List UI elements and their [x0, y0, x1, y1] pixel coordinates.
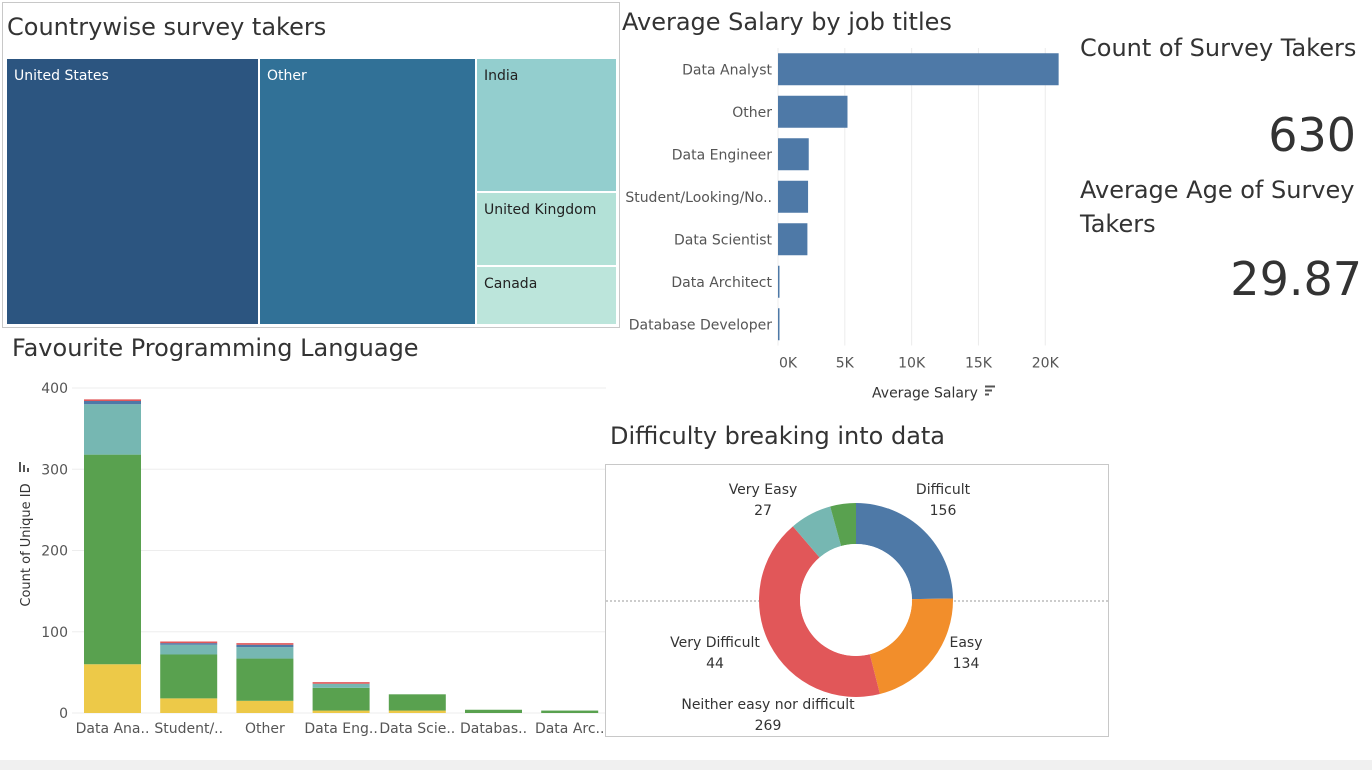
- salary-tick-label: 0K: [779, 356, 798, 372]
- salary-chart: Data Analyst Other Data Engineer Student/Lo…: [625, 48, 1060, 402]
- treemap-tile-india[interactable]: India: [476, 58, 617, 192]
- language-category-label: Data Scie..: [379, 721, 455, 737]
- language-category-label: Data Arc..: [535, 721, 605, 737]
- difficulty-slice-label: Very Difficult: [670, 635, 760, 651]
- difficulty-slice-value: 27: [754, 503, 772, 519]
- language-category-label: Databas..: [460, 721, 527, 737]
- salary-category-label: Other: [732, 105, 772, 121]
- language-bar-segment-other[interactable]: [236, 647, 294, 659]
- salary-bar-student-looking-no[interactable]: [778, 180, 809, 213]
- salary-tick-label: 15K: [965, 356, 993, 372]
- language-category-label: Data Ana..: [76, 721, 150, 737]
- language-y-tick-label: 100: [41, 625, 68, 641]
- count-value: 630: [1268, 108, 1356, 162]
- difficulty-slice-label: Easy: [949, 635, 982, 651]
- treemap-panel: Countrywise survey takers United States O…: [2, 2, 620, 328]
- salary-bar-data-engineer[interactable]: [778, 138, 809, 171]
- difficulty-slice-value: 156: [930, 503, 957, 519]
- treemap-tile-label: United States: [14, 68, 109, 84]
- language-bar-segment-other[interactable]: [236, 658, 294, 701]
- language-bar-segment-data-ana[interactable]: [84, 401, 141, 405]
- difficulty-slice-label: Difficult: [916, 482, 971, 498]
- salary-axis-title: Average Salary: [872, 386, 978, 402]
- language-chart: 0 100 200 300 400 Count of Unique ID Data Ana.…: [19, 381, 606, 737]
- language-bar-segment-data-scie[interactable]: [388, 694, 446, 711]
- language-bar-segment-student[interactable]: [160, 643, 218, 645]
- footer-strip: [0, 760, 1372, 770]
- difficulty-chart-title: Difficulty breaking into data: [610, 422, 946, 450]
- age-title-line2: Takers: [1080, 210, 1156, 238]
- language-bar-segment-other[interactable]: [236, 643, 294, 645]
- sort-icon[interactable]: [19, 462, 29, 472]
- difficulty-slice-value: 134: [953, 656, 980, 672]
- difficulty-slice-very-difficult[interactable]: [792, 506, 842, 558]
- language-bar-segment-data-scie[interactable]: [388, 710, 446, 713]
- difficulty-slice-neither-easy-nor-difficult[interactable]: [759, 526, 880, 697]
- sort-icon[interactable]: [985, 385, 995, 396]
- salary-category-label: Data Scientist: [674, 232, 773, 248]
- language-bar-segment-student[interactable]: [160, 641, 218, 644]
- donut-hole: [800, 544, 912, 656]
- difficulty-slice-label: Very Easy: [729, 482, 798, 498]
- language-bar-segment-data-eng[interactable]: [312, 687, 370, 711]
- salary-tick-label: 5K: [836, 356, 855, 372]
- salary-bar-other[interactable]: [778, 95, 848, 128]
- language-bar-segment-databas[interactable]: [465, 709, 522, 713]
- language-category-label: Other: [245, 721, 285, 737]
- salary-category-label: Student/Looking/No..: [625, 190, 772, 206]
- treemap-tile-united-states[interactable]: United States: [6, 58, 259, 325]
- salary-tick-label: 20K: [1032, 356, 1060, 372]
- language-bar-segment-data-eng[interactable]: [312, 710, 370, 713]
- language-bar-segment-data-eng[interactable]: [312, 682, 370, 684]
- difficulty-slice-value: 269: [755, 718, 782, 734]
- difficulty-slice-very-easy[interactable]: [830, 503, 856, 547]
- treemap-tile-label: Other: [267, 68, 307, 84]
- difficulty-slice-easy[interactable]: [869, 598, 953, 695]
- salary-tick-label: 10K: [898, 356, 926, 372]
- language-bar-segment-data-ana[interactable]: [84, 454, 141, 665]
- language-bar-segment-student[interactable]: [160, 698, 218, 713]
- language-bar-segment-data-eng[interactable]: [312, 683, 370, 688]
- age-title-line1: Average Age of Survey: [1080, 176, 1355, 204]
- age-value: 29.87: [1230, 252, 1362, 306]
- language-y-tick-label: 300: [41, 462, 68, 478]
- language-bar-segment-data-ana[interactable]: [84, 399, 141, 401]
- treemap-title: Countrywise survey takers: [7, 13, 327, 41]
- language-bar-segment-data-ana[interactable]: [84, 404, 141, 455]
- language-category-label: Data Eng..: [304, 721, 377, 737]
- salary-bar-data-architect[interactable]: [778, 265, 780, 298]
- salary-bar-data-analyst[interactable]: [778, 53, 1059, 86]
- treemap-tile-canada[interactable]: Canada: [476, 266, 617, 325]
- language-bar-segment-student[interactable]: [160, 654, 218, 699]
- treemap-tile-united-kingdom[interactable]: United Kingdom: [476, 192, 617, 266]
- salary-category-label: Database Developer: [629, 317, 772, 333]
- difficulty-slice-value: 44: [706, 656, 724, 672]
- salary-bar-database-developer[interactable]: [778, 308, 780, 341]
- salary-chart-title: Average Salary by job titles: [622, 8, 952, 36]
- treemap: United States Other India United Kingdom Can…: [6, 58, 617, 325]
- treemap-tile-label: United Kingdom: [484, 202, 597, 218]
- language-bar-segment-data-arc[interactable]: [541, 710, 599, 713]
- language-bar-segment-data-ana[interactable]: [84, 664, 141, 713]
- difficulty-slice-label: Neither easy nor difficult: [681, 697, 855, 713]
- salary-category-label: Data Architect: [671, 275, 772, 291]
- language-bar-segment-other[interactable]: [236, 700, 294, 713]
- salary-category-label: Data Engineer: [672, 147, 772, 163]
- language-bar-segment-student[interactable]: [160, 644, 218, 655]
- language-y-axis-title: Count of Unique ID: [19, 483, 34, 606]
- treemap-tile-label: Canada: [484, 276, 538, 292]
- difficulty-slice-difficult[interactable]: [856, 503, 953, 600]
- count-title: Count of Survey Takers: [1080, 34, 1357, 62]
- language-chart-title: Favourite Programming Language: [12, 334, 419, 362]
- language-category-label: Student/..: [154, 721, 223, 737]
- difficulty-chart: Difficult 156 Easy 134 Neither easy nor diff…: [605, 464, 1109, 737]
- language-y-tick-label: 400: [41, 381, 68, 397]
- language-bar-segment-other[interactable]: [236, 644, 294, 648]
- salary-bar-data-scientist[interactable]: [778, 223, 808, 256]
- language-y-tick-label: 0: [59, 706, 68, 722]
- language-y-tick-label: 200: [41, 544, 68, 560]
- salary-category-label: Data Analyst: [682, 62, 772, 78]
- treemap-tile-label: India: [484, 68, 519, 84]
- treemap-tile-other[interactable]: Other: [259, 58, 476, 325]
